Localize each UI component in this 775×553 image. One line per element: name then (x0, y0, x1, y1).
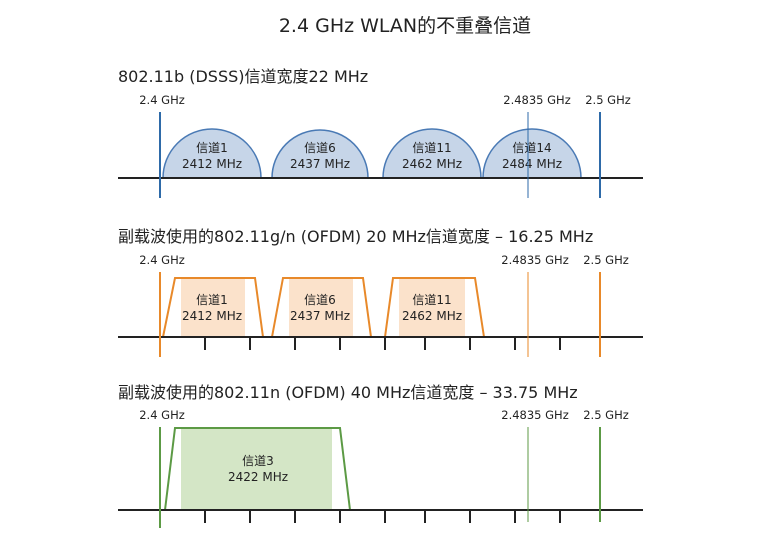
panel-heading: 802.11b (DSSS)信道宽度22 MHz (118, 67, 368, 86)
channel-freq: 2422 MHz (228, 470, 288, 484)
channel-name: 信道6 (304, 141, 336, 155)
mask (164, 427, 351, 511)
dome (162, 128, 262, 179)
marker-lines (159, 272, 601, 357)
channel-masks (162, 277, 485, 338)
panel-heading: 副载波使用的802.11g/n (OFDM) 20 MHz信道宽度 – 16.2… (118, 227, 593, 246)
mask (271, 277, 372, 338)
marker-label: 2.5 GHz (583, 408, 629, 422)
channel-domes (162, 128, 582, 179)
marker-label: 2.4835 GHz (501, 253, 569, 267)
channel-name: 信道1 (196, 141, 228, 155)
channel-fill (289, 278, 353, 337)
dome (482, 128, 582, 179)
channel-freq: 2437 MHz (290, 157, 350, 171)
channel-freq: 2462 MHz (402, 309, 462, 323)
channel-name: 信道3 (242, 454, 274, 468)
subcarrier-ticks (204, 337, 561, 350)
channel-fill (181, 428, 332, 510)
channel-freq: 2412 MHz (182, 157, 242, 171)
channel-freq: 2412 MHz (182, 309, 242, 323)
marker-label: 2.5 GHz (583, 253, 629, 267)
marker-label: 2.4835 GHz (503, 93, 571, 107)
title: 2.4 GHz WLAN的不重叠信道 (279, 15, 531, 37)
channel-freq: 2437 MHz (290, 309, 350, 323)
dome (271, 129, 369, 179)
marker-label: 2.4 GHz (139, 253, 185, 267)
marker-lines (159, 427, 601, 528)
marker-label: 2.4835 GHz (501, 408, 569, 422)
channel-freq: 2484 MHz (502, 157, 562, 171)
dome (382, 128, 482, 179)
channel-name: 信道11 (412, 141, 451, 155)
mask (384, 277, 485, 338)
subcarrier-ticks (204, 510, 561, 523)
marker-label: 2.4 GHz (139, 93, 185, 107)
marker-lines (159, 112, 601, 198)
channel-freq: 2462 MHz (402, 157, 462, 171)
marker-label: 2.5 GHz (585, 93, 631, 107)
mask (162, 277, 264, 338)
panel-heading: 副载波使用的802.11n (OFDM) 40 MHz信道宽度 – 33.75 … (118, 383, 578, 402)
channel-name: 信道6 (304, 293, 336, 307)
channel-name: 信道14 (512, 141, 551, 155)
channel-name: 信道1 (196, 293, 228, 307)
channel-name: 信道11 (412, 293, 451, 307)
channel-fill (399, 278, 465, 337)
channel-fill (181, 278, 245, 337)
marker-label: 2.4 GHz (139, 408, 185, 422)
channel-fills (181, 278, 465, 337)
